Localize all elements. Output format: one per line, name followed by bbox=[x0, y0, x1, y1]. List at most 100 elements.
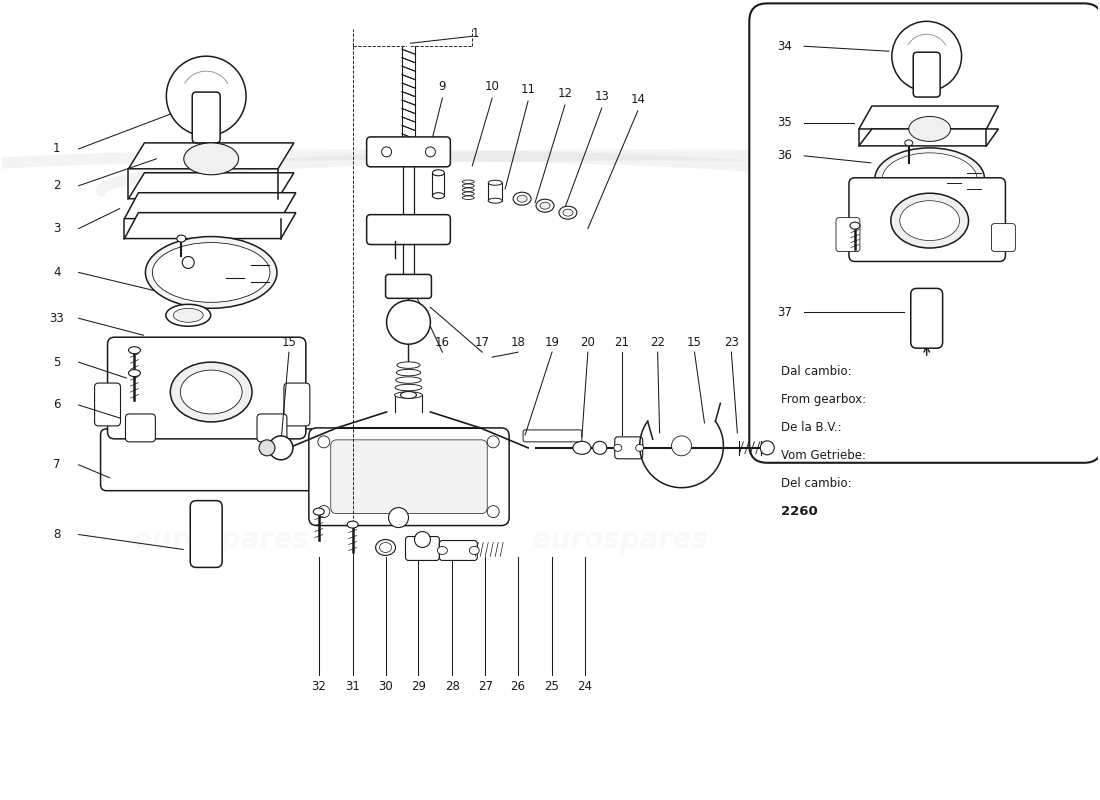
Ellipse shape bbox=[462, 180, 474, 183]
FancyBboxPatch shape bbox=[95, 383, 121, 426]
Polygon shape bbox=[859, 129, 999, 146]
Ellipse shape bbox=[540, 202, 550, 209]
Text: 19: 19 bbox=[544, 336, 560, 349]
Text: 20: 20 bbox=[581, 336, 595, 349]
Ellipse shape bbox=[397, 362, 420, 368]
Circle shape bbox=[892, 22, 961, 91]
FancyBboxPatch shape bbox=[849, 178, 1005, 262]
Ellipse shape bbox=[400, 391, 417, 398]
Text: 17: 17 bbox=[475, 336, 490, 349]
Ellipse shape bbox=[379, 542, 392, 553]
Ellipse shape bbox=[909, 117, 950, 142]
Ellipse shape bbox=[129, 370, 141, 377]
Circle shape bbox=[672, 436, 692, 456]
Circle shape bbox=[426, 147, 436, 157]
Ellipse shape bbox=[129, 346, 141, 354]
Text: 3: 3 bbox=[53, 222, 60, 235]
Text: 24: 24 bbox=[578, 681, 593, 694]
Text: 11: 11 bbox=[520, 82, 536, 95]
Text: 2: 2 bbox=[53, 179, 60, 192]
Text: 37: 37 bbox=[777, 306, 792, 319]
FancyBboxPatch shape bbox=[749, 3, 1100, 462]
FancyBboxPatch shape bbox=[192, 92, 220, 143]
Circle shape bbox=[487, 436, 499, 448]
Text: De la B.V.:: De la B.V.: bbox=[781, 421, 842, 434]
Ellipse shape bbox=[488, 180, 503, 186]
Text: 25: 25 bbox=[544, 681, 560, 694]
Text: Dal cambio:: Dal cambio: bbox=[781, 365, 851, 378]
Text: 26: 26 bbox=[510, 681, 526, 694]
Ellipse shape bbox=[891, 194, 968, 248]
FancyBboxPatch shape bbox=[366, 137, 450, 167]
Text: 36: 36 bbox=[777, 150, 792, 162]
Text: 1: 1 bbox=[53, 142, 60, 155]
Text: 30: 30 bbox=[378, 681, 393, 694]
FancyBboxPatch shape bbox=[331, 440, 487, 514]
Text: 8: 8 bbox=[53, 528, 60, 541]
Circle shape bbox=[382, 147, 392, 157]
Ellipse shape bbox=[438, 546, 448, 554]
FancyBboxPatch shape bbox=[309, 428, 509, 526]
FancyBboxPatch shape bbox=[386, 274, 431, 298]
Circle shape bbox=[760, 441, 774, 455]
Ellipse shape bbox=[174, 308, 204, 322]
Ellipse shape bbox=[314, 508, 324, 515]
Text: 9: 9 bbox=[439, 79, 447, 93]
Circle shape bbox=[415, 531, 430, 547]
Ellipse shape bbox=[462, 192, 474, 195]
Ellipse shape bbox=[184, 143, 239, 174]
Text: 32: 32 bbox=[311, 681, 327, 694]
FancyBboxPatch shape bbox=[911, 288, 943, 348]
Ellipse shape bbox=[432, 170, 444, 176]
Ellipse shape bbox=[375, 539, 396, 555]
Text: Del cambio:: Del cambio: bbox=[781, 477, 851, 490]
Text: 7: 7 bbox=[53, 458, 60, 471]
Text: 21: 21 bbox=[614, 336, 629, 349]
FancyBboxPatch shape bbox=[366, 214, 450, 245]
Circle shape bbox=[386, 300, 430, 344]
Ellipse shape bbox=[513, 192, 531, 205]
FancyBboxPatch shape bbox=[190, 501, 222, 567]
Ellipse shape bbox=[905, 140, 913, 146]
FancyBboxPatch shape bbox=[615, 437, 642, 458]
Circle shape bbox=[183, 257, 195, 269]
Ellipse shape bbox=[166, 304, 211, 326]
Ellipse shape bbox=[614, 444, 622, 451]
Text: 23: 23 bbox=[724, 336, 739, 349]
Ellipse shape bbox=[396, 377, 421, 383]
Text: 27: 27 bbox=[477, 681, 493, 694]
FancyBboxPatch shape bbox=[991, 224, 1015, 251]
Polygon shape bbox=[129, 173, 294, 198]
Text: 15: 15 bbox=[688, 336, 702, 349]
Polygon shape bbox=[129, 143, 294, 169]
Text: 16: 16 bbox=[434, 336, 450, 349]
Ellipse shape bbox=[395, 384, 421, 390]
Ellipse shape bbox=[153, 242, 270, 302]
Ellipse shape bbox=[488, 198, 503, 203]
Ellipse shape bbox=[145, 237, 277, 308]
Text: 6: 6 bbox=[53, 398, 60, 411]
Ellipse shape bbox=[593, 442, 607, 454]
Text: 5: 5 bbox=[53, 356, 60, 369]
Ellipse shape bbox=[900, 201, 959, 241]
FancyBboxPatch shape bbox=[125, 414, 155, 442]
Ellipse shape bbox=[348, 521, 359, 528]
Ellipse shape bbox=[432, 193, 444, 198]
FancyBboxPatch shape bbox=[406, 537, 439, 561]
Text: 15: 15 bbox=[282, 336, 296, 349]
Circle shape bbox=[487, 506, 499, 518]
FancyBboxPatch shape bbox=[108, 338, 306, 439]
Circle shape bbox=[258, 440, 275, 456]
FancyBboxPatch shape bbox=[284, 383, 310, 426]
Ellipse shape bbox=[396, 370, 420, 376]
FancyBboxPatch shape bbox=[836, 218, 860, 251]
Text: Vom Getriebe:: Vom Getriebe: bbox=[781, 449, 866, 462]
FancyBboxPatch shape bbox=[439, 541, 477, 561]
Text: 14: 14 bbox=[630, 93, 646, 106]
Text: 22: 22 bbox=[650, 336, 666, 349]
Polygon shape bbox=[124, 213, 296, 238]
Ellipse shape bbox=[177, 235, 186, 242]
Ellipse shape bbox=[180, 370, 242, 414]
Text: From gearbox:: From gearbox: bbox=[781, 393, 867, 406]
Text: 4: 4 bbox=[53, 266, 60, 279]
